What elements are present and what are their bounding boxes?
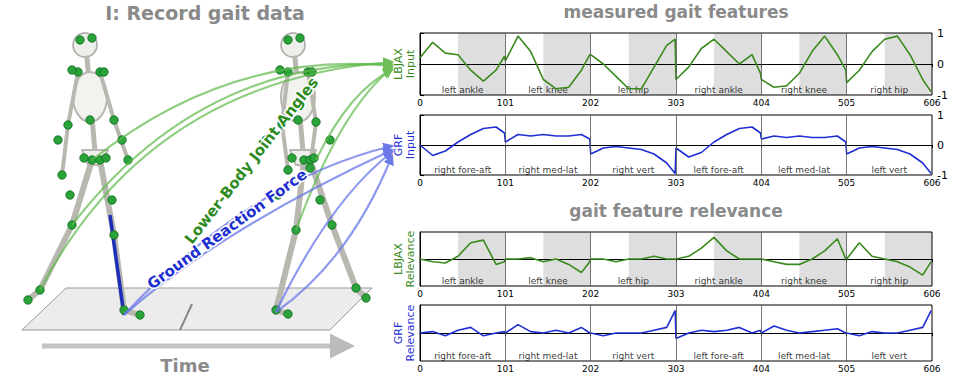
svg-text:202: 202 bbox=[582, 289, 599, 299]
svg-text:0: 0 bbox=[417, 98, 423, 108]
svg-text:Input: Input bbox=[404, 130, 417, 159]
svg-text:right knee: right knee bbox=[781, 85, 827, 95]
svg-text:0: 0 bbox=[417, 364, 423, 374]
svg-text:-1: -1 bbox=[937, 168, 948, 182]
svg-text:303: 303 bbox=[667, 178, 684, 188]
svg-text:606: 606 bbox=[923, 364, 940, 374]
svg-text:right med-lat: right med-lat bbox=[519, 351, 578, 361]
svg-text:Relevance: Relevance bbox=[404, 304, 417, 361]
svg-text:303: 303 bbox=[667, 98, 684, 108]
svg-text:left ankle: left ankle bbox=[442, 276, 484, 286]
svg-text:606: 606 bbox=[923, 289, 940, 299]
svg-text:404: 404 bbox=[753, 178, 770, 188]
svg-text:202: 202 bbox=[582, 98, 599, 108]
svg-text:0: 0 bbox=[417, 178, 423, 188]
svg-text:101: 101 bbox=[497, 364, 514, 374]
svg-text:right ankle: right ankle bbox=[694, 276, 743, 286]
svg-text:101: 101 bbox=[497, 178, 514, 188]
svg-text:505: 505 bbox=[838, 364, 855, 374]
svg-text:measured gait features: measured gait features bbox=[563, 2, 788, 22]
svg-text:505: 505 bbox=[838, 178, 855, 188]
svg-text:left ankle: left ankle bbox=[442, 85, 484, 95]
svg-text:right fore-aft: right fore-aft bbox=[434, 165, 491, 175]
svg-text:0: 0 bbox=[937, 58, 944, 71]
svg-text:right med-lat: right med-lat bbox=[519, 165, 578, 175]
svg-text:GRF: GRF bbox=[391, 133, 405, 157]
svg-text:404: 404 bbox=[753, 364, 770, 374]
svg-text:left hip: left hip bbox=[618, 276, 650, 286]
svg-text:right ankle: right ankle bbox=[694, 85, 743, 95]
svg-text:Input: Input bbox=[404, 49, 417, 78]
svg-text:1: 1 bbox=[937, 27, 944, 40]
svg-text:Lower-Body Joint Angles: Lower-Body Joint Angles bbox=[181, 74, 322, 248]
svg-text:202: 202 bbox=[582, 364, 599, 374]
svg-text:right vert: right vert bbox=[612, 165, 655, 175]
svg-text:303: 303 bbox=[667, 364, 684, 374]
svg-text:left fore-aft: left fore-aft bbox=[693, 165, 744, 175]
svg-text:202: 202 bbox=[582, 178, 599, 188]
svg-text:505: 505 bbox=[838, 289, 855, 299]
svg-text:Time: Time bbox=[160, 355, 209, 376]
svg-text:-1: -1 bbox=[937, 88, 948, 102]
svg-text:right fore-aft: right fore-aft bbox=[434, 351, 491, 361]
svg-text:right hip: right hip bbox=[870, 85, 908, 95]
svg-text:I: Record gait data: I: Record gait data bbox=[105, 2, 305, 24]
svg-text:1: 1 bbox=[937, 109, 944, 122]
svg-text:left vert: left vert bbox=[872, 165, 908, 175]
svg-text:right hip: right hip bbox=[870, 276, 908, 286]
svg-text:right vert: right vert bbox=[612, 351, 655, 361]
svg-text:left knee: left knee bbox=[528, 276, 568, 286]
svg-text:0: 0 bbox=[937, 139, 944, 152]
svg-text:101: 101 bbox=[497, 98, 514, 108]
svg-text:gait feature relevance: gait feature relevance bbox=[569, 201, 783, 221]
svg-text:left med-lat: left med-lat bbox=[778, 165, 831, 175]
svg-text:404: 404 bbox=[753, 289, 770, 299]
svg-text:0: 0 bbox=[417, 289, 423, 299]
svg-text:right knee: right knee bbox=[781, 276, 827, 286]
svg-text:606: 606 bbox=[923, 178, 940, 188]
svg-text:303: 303 bbox=[667, 289, 684, 299]
svg-text:404: 404 bbox=[753, 98, 770, 108]
svg-text:Relevance: Relevance bbox=[404, 230, 417, 287]
svg-text:GRF: GRF bbox=[391, 321, 405, 345]
svg-text:LBJAX: LBJAX bbox=[391, 243, 405, 275]
svg-text:left knee: left knee bbox=[528, 85, 568, 95]
svg-text:Ground Reaction Force: Ground Reaction Force bbox=[144, 165, 311, 293]
svg-text:left vert: left vert bbox=[872, 351, 908, 361]
svg-text:505: 505 bbox=[838, 98, 855, 108]
svg-text:101: 101 bbox=[497, 289, 514, 299]
svg-text:606: 606 bbox=[923, 98, 940, 108]
svg-text:LBJAX: LBJAX bbox=[391, 48, 405, 80]
svg-text:left hip: left hip bbox=[617, 84, 649, 95]
svg-text:left fore-aft: left fore-aft bbox=[693, 351, 744, 361]
svg-text:left med-lat: left med-lat bbox=[778, 351, 831, 361]
